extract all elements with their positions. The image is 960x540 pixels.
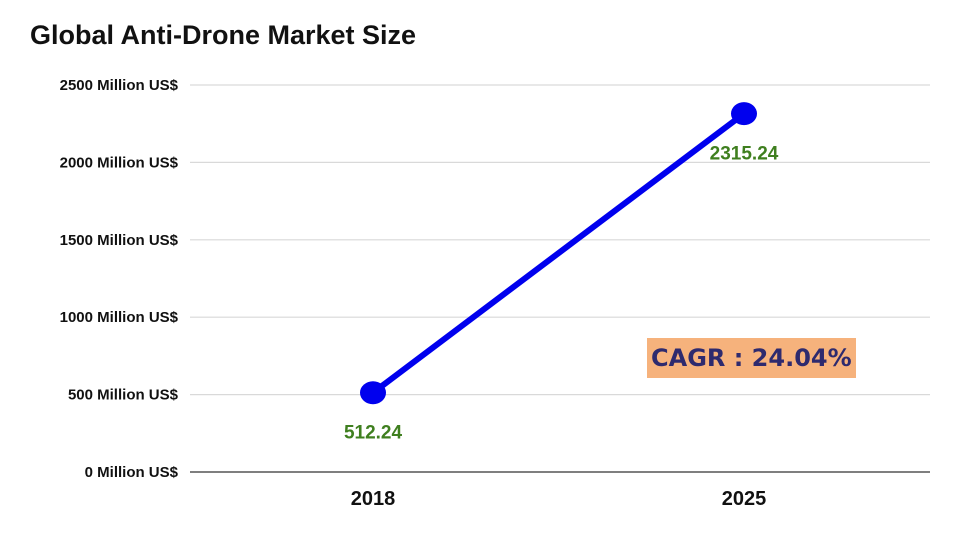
gridlines bbox=[190, 84, 930, 396]
series-group bbox=[360, 102, 757, 405]
x-tick-label: 2025 bbox=[722, 488, 767, 510]
chart-title: Global Anti-Drone Market Size bbox=[30, 20, 417, 50]
x-axis-ticks: 2018 2025 bbox=[351, 488, 767, 510]
y-tick-label: 500 Million US$ bbox=[68, 387, 179, 404]
y-axis-ticks: 0 Million US$ 500 Million US$ 1000 Million… bbox=[60, 77, 179, 481]
series-line bbox=[370, 110, 747, 396]
y-tick-label: 2000 Million US$ bbox=[60, 154, 179, 171]
data-labels: 512.24 2315.24 bbox=[344, 144, 779, 444]
y-tick-label: 1500 Million US$ bbox=[60, 232, 179, 249]
cagr-annotation: CAGR : 24.04% bbox=[647, 338, 856, 378]
data-label: 2315.24 bbox=[710, 144, 779, 165]
x-tick-label: 2018 bbox=[351, 488, 396, 510]
y-tick-label: 0 Million US$ bbox=[85, 464, 179, 481]
y-tick-label: 1000 Million US$ bbox=[60, 309, 179, 326]
y-tick-label: 2500 Million US$ bbox=[60, 77, 179, 94]
data-label: 512.24 bbox=[344, 423, 403, 444]
data-point bbox=[731, 102, 757, 126]
data-point bbox=[360, 381, 386, 405]
